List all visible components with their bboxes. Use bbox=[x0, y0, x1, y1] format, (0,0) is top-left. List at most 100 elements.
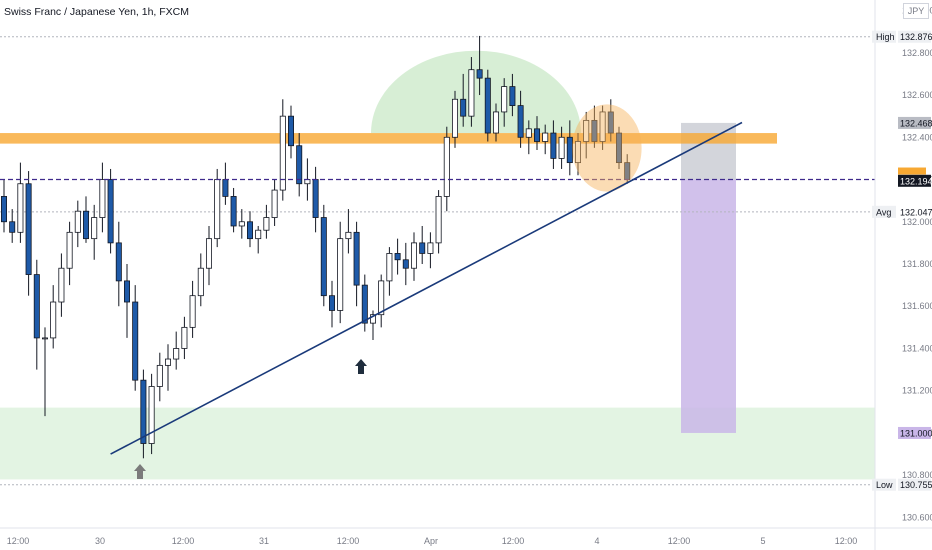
candle-body bbox=[140, 379, 147, 444]
candle-body bbox=[517, 105, 524, 138]
stop-loss-box bbox=[681, 122, 736, 180]
candle-body bbox=[501, 86, 508, 113]
candle-body bbox=[460, 98, 467, 117]
candle-body bbox=[484, 77, 491, 134]
candle-body bbox=[0, 196, 7, 223]
price-tick-label: 132.400 bbox=[902, 132, 932, 142]
candle-body bbox=[132, 301, 139, 381]
candle-body bbox=[271, 189, 278, 218]
candle-body bbox=[222, 179, 229, 197]
time-tick-label: 4 bbox=[594, 536, 599, 546]
candle-body bbox=[287, 115, 294, 147]
candle-body bbox=[197, 267, 204, 297]
candle-body bbox=[164, 358, 171, 366]
up-arrow-icon bbox=[355, 359, 367, 374]
time-tick-label: 12:00 bbox=[172, 536, 195, 546]
time-tick-label: 5 bbox=[760, 536, 765, 546]
candle-body bbox=[394, 253, 401, 261]
price-label-value: 131.000 bbox=[900, 428, 932, 438]
candle-body bbox=[50, 301, 57, 339]
price-label-tag-text: Avg bbox=[876, 207, 891, 217]
price-tick-label: 132.600 bbox=[902, 90, 932, 100]
candle-body bbox=[91, 217, 98, 240]
price-label-value: 132.876 bbox=[900, 32, 932, 42]
price-label-tag bbox=[872, 205, 896, 218]
candle-body bbox=[296, 145, 303, 185]
price-label-box bbox=[898, 205, 931, 218]
candle-body bbox=[492, 111, 499, 134]
candle-body bbox=[17, 183, 24, 233]
candle-body bbox=[345, 231, 352, 240]
candle-body bbox=[599, 111, 606, 142]
candle-body bbox=[66, 231, 73, 269]
price-label-tag-text: Low bbox=[876, 480, 893, 490]
candle-body bbox=[214, 179, 221, 240]
candle-body bbox=[9, 221, 16, 233]
candle-body bbox=[230, 196, 237, 227]
candle-body bbox=[534, 128, 541, 142]
candle-body bbox=[443, 136, 450, 197]
price-label-value: 132.194 bbox=[900, 176, 932, 186]
price-tick-label: 130.800 bbox=[902, 470, 932, 480]
candle-body bbox=[279, 115, 286, 191]
price-tick-label: 131.800 bbox=[902, 259, 932, 269]
candle-body bbox=[263, 217, 270, 231]
candle-body bbox=[542, 132, 549, 142]
price-label-tag-text: High bbox=[876, 32, 895, 42]
consolidation-dome bbox=[371, 50, 581, 134]
candle-body bbox=[25, 183, 32, 275]
candle-body bbox=[124, 280, 131, 303]
candle-body bbox=[386, 253, 393, 282]
candle-body bbox=[402, 259, 409, 269]
candle-body bbox=[550, 132, 557, 159]
price-label-box bbox=[898, 478, 931, 491]
currency-badge[interactable]: JPY bbox=[903, 3, 929, 19]
price-label-box bbox=[898, 426, 931, 439]
time-tick-label: 12:00 bbox=[668, 536, 691, 546]
candle-body bbox=[575, 141, 582, 164]
time-tick-label: 12:00 bbox=[7, 536, 30, 546]
up-arrow-icon bbox=[134, 464, 146, 479]
candle-body bbox=[99, 179, 106, 218]
take-profit-box bbox=[681, 179, 736, 433]
candle-body bbox=[246, 221, 253, 240]
price-label-value: 132.047 bbox=[900, 207, 932, 217]
entry-tag bbox=[898, 167, 926, 175]
price-tick-label: 132.000 bbox=[902, 217, 932, 227]
price-label-tag bbox=[872, 478, 896, 491]
candle-body bbox=[435, 196, 442, 244]
pattern-circle bbox=[572, 104, 642, 192]
time-tick-label: 12:00 bbox=[835, 536, 858, 546]
price-tick-label: 131.200 bbox=[902, 386, 932, 396]
candle-body bbox=[337, 238, 344, 311]
candle-body bbox=[525, 128, 532, 138]
price-tick-label: 131.600 bbox=[902, 301, 932, 311]
candle-body bbox=[33, 274, 40, 339]
time-tick-label: 12:00 bbox=[502, 536, 525, 546]
price-tick-label: 131.400 bbox=[902, 343, 932, 353]
candle-body bbox=[607, 111, 614, 134]
candle-body bbox=[558, 136, 565, 159]
price-label-box bbox=[898, 30, 931, 43]
candle-body bbox=[451, 98, 458, 138]
candle-body bbox=[58, 267, 65, 303]
candle-body bbox=[156, 364, 163, 387]
price-tick-label: 132.800 bbox=[902, 48, 932, 58]
candle-body bbox=[320, 217, 327, 297]
time-tick-label: Apr bbox=[424, 536, 438, 546]
candle-body bbox=[181, 326, 188, 349]
candle-body bbox=[255, 229, 262, 240]
candle-body bbox=[173, 348, 180, 360]
candle-body bbox=[566, 136, 573, 164]
candle-body bbox=[591, 119, 598, 142]
candle-body bbox=[328, 295, 335, 311]
price-tick-label: 130.600 bbox=[902, 512, 932, 522]
candle-body bbox=[476, 69, 483, 79]
time-tick-label: 31 bbox=[259, 536, 269, 546]
candle-body bbox=[74, 210, 81, 233]
price-label-tag bbox=[872, 30, 896, 43]
resistance-zone bbox=[0, 133, 777, 144]
candle-body bbox=[148, 386, 155, 444]
candle-body bbox=[583, 119, 590, 142]
